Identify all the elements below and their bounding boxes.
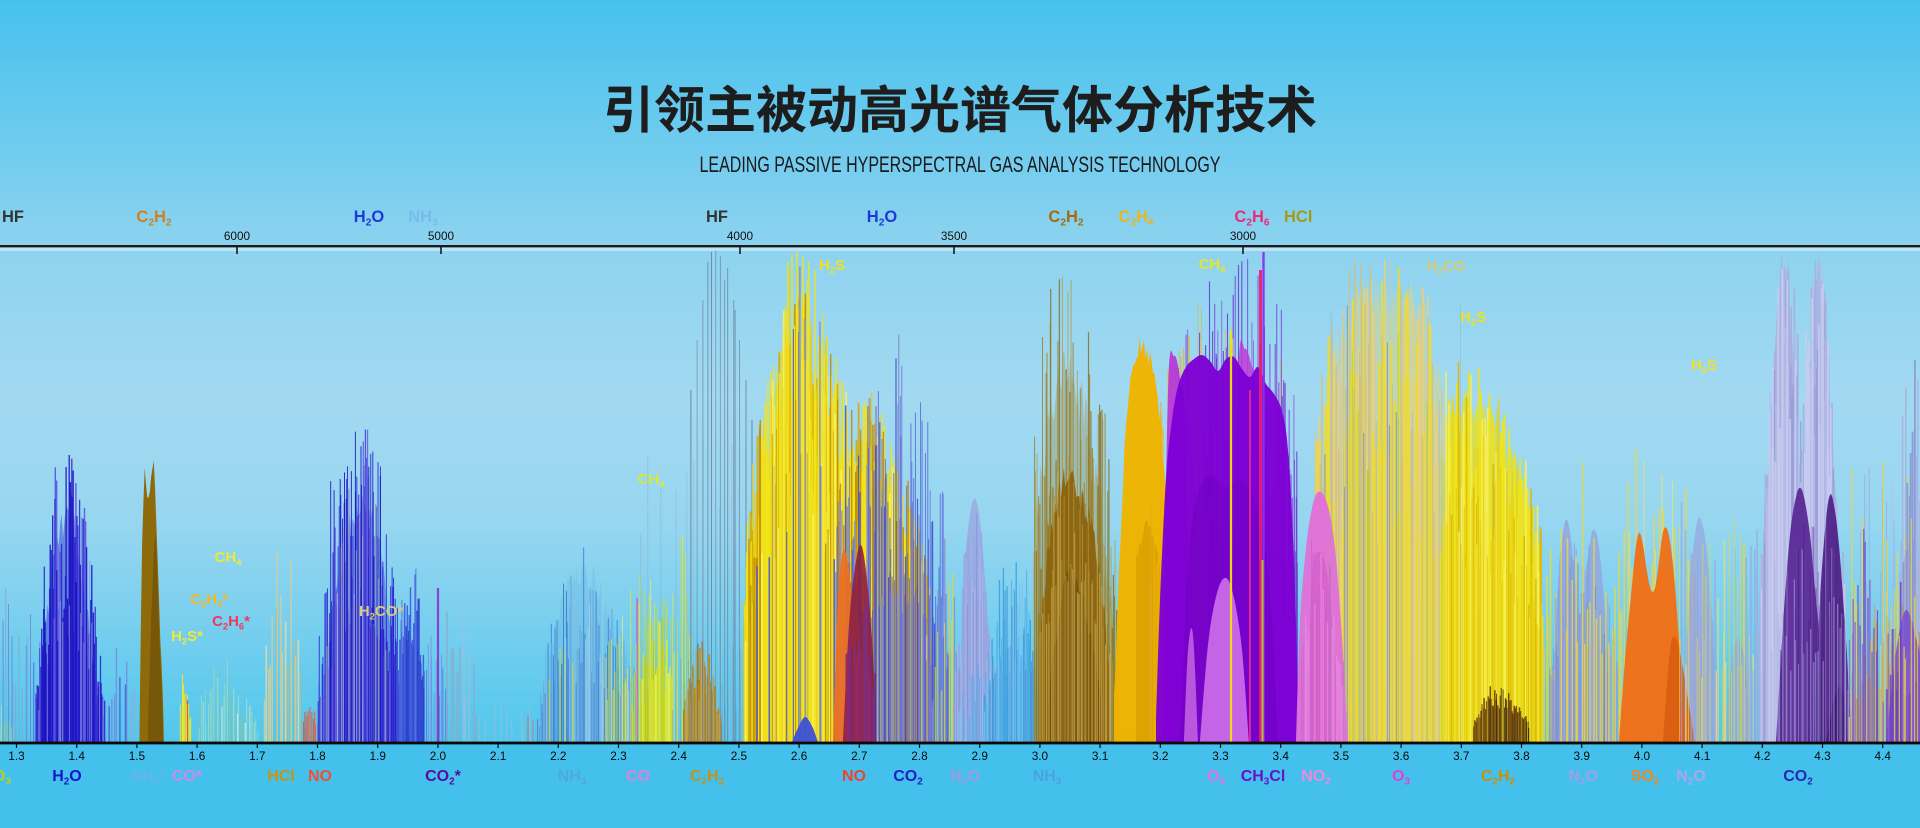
svg-text:CO: CO bbox=[626, 768, 650, 785]
svg-text:NO: NO bbox=[842, 768, 866, 785]
svg-text:CO2*: CO2* bbox=[425, 768, 462, 788]
svg-text:C2H6*: C2H6* bbox=[212, 613, 250, 632]
svg-text:CO*: CO* bbox=[172, 768, 203, 785]
svg-text:3000: 3000 bbox=[1230, 229, 1257, 243]
svg-text:2.0: 2.0 bbox=[430, 749, 447, 763]
svg-text:3.6: 3.6 bbox=[1393, 749, 1410, 763]
svg-text:3.4: 3.4 bbox=[1272, 749, 1289, 763]
svg-text:H2CO*: H2CO* bbox=[359, 603, 404, 622]
svg-text:H2S: H2S bbox=[1691, 357, 1717, 376]
svg-text:N2O: N2O bbox=[1676, 768, 1706, 788]
svg-text:H2S: H2S bbox=[819, 257, 845, 276]
svg-text:4000: 4000 bbox=[727, 229, 754, 243]
svg-text:C2H2: C2H2 bbox=[1048, 208, 1084, 229]
svg-text:NH3: NH3 bbox=[1033, 768, 1062, 788]
svg-text:2.6: 2.6 bbox=[791, 749, 808, 763]
svg-text:HF: HF bbox=[2, 208, 24, 226]
svg-text:2.7: 2.7 bbox=[851, 749, 867, 763]
svg-text:1.6: 1.6 bbox=[189, 749, 206, 763]
svg-text:NO2: NO2 bbox=[1301, 768, 1331, 788]
svg-text:SO2: SO2 bbox=[1631, 768, 1660, 788]
svg-text:O3: O3 bbox=[1207, 768, 1225, 788]
svg-text:6000: 6000 bbox=[224, 229, 251, 243]
svg-text:1.3: 1.3 bbox=[8, 749, 25, 763]
svg-text:4.1: 4.1 bbox=[1694, 749, 1710, 763]
svg-text:C2H4*: C2H4* bbox=[190, 591, 228, 610]
svg-text:2.4: 2.4 bbox=[670, 749, 687, 763]
svg-text:NH3: NH3 bbox=[408, 208, 438, 229]
svg-text:1.5: 1.5 bbox=[129, 749, 146, 763]
svg-text:3.9: 3.9 bbox=[1573, 749, 1589, 763]
svg-text:3.7: 3.7 bbox=[1453, 749, 1469, 763]
svg-text:HCl: HCl bbox=[1284, 208, 1312, 226]
svg-text:N2O: N2O bbox=[1568, 768, 1598, 788]
svg-text:4.2: 4.2 bbox=[1754, 749, 1770, 763]
svg-text:C2H2: C2H2 bbox=[1481, 768, 1516, 788]
svg-text:2.5: 2.5 bbox=[731, 749, 748, 763]
svg-text:2.1: 2.1 bbox=[490, 749, 506, 763]
svg-text:HCl: HCl bbox=[267, 768, 295, 785]
svg-text:3.1: 3.1 bbox=[1092, 749, 1108, 763]
svg-text:2.3: 2.3 bbox=[610, 749, 627, 763]
svg-text:1.8: 1.8 bbox=[309, 749, 326, 763]
svg-text:1.7: 1.7 bbox=[249, 749, 265, 763]
svg-text:C2H2: C2H2 bbox=[690, 768, 725, 788]
svg-text:CO2: CO2 bbox=[893, 768, 923, 788]
svg-text:1.9: 1.9 bbox=[369, 749, 385, 763]
svg-text:5000: 5000 bbox=[428, 229, 455, 243]
svg-text:N2O: N2O bbox=[950, 768, 980, 788]
svg-text:3500: 3500 bbox=[941, 229, 968, 243]
svg-text:CO2: CO2 bbox=[1783, 768, 1813, 788]
svg-text:C2H6: C2H6 bbox=[1234, 208, 1270, 229]
svg-text:CH4: CH4 bbox=[215, 549, 243, 568]
svg-text:1.4: 1.4 bbox=[68, 749, 85, 763]
svg-text:H2O: H2O bbox=[52, 768, 82, 788]
svg-text:3.2: 3.2 bbox=[1152, 749, 1168, 763]
svg-text:4.0: 4.0 bbox=[1634, 749, 1651, 763]
svg-text:4.4: 4.4 bbox=[1874, 749, 1891, 763]
svg-text:4.3: 4.3 bbox=[1814, 749, 1831, 763]
svg-text:CH4: CH4 bbox=[1199, 256, 1227, 275]
svg-text:2.8: 2.8 bbox=[911, 749, 928, 763]
svg-text:3.3: 3.3 bbox=[1212, 749, 1229, 763]
svg-text:H2CO: H2CO bbox=[1427, 258, 1466, 277]
svg-text:H2S: H2S bbox=[1460, 309, 1486, 328]
svg-text:NH3*: NH3* bbox=[131, 768, 167, 788]
svg-text:H2O: H2O bbox=[867, 208, 898, 229]
svg-text:O3: O3 bbox=[1392, 768, 1410, 788]
svg-text:CH3Cl: CH3Cl bbox=[1241, 768, 1286, 788]
svg-text:C2H4: C2H4 bbox=[1118, 208, 1154, 229]
svg-text:H2O: H2O bbox=[354, 208, 385, 229]
svg-text:2.2: 2.2 bbox=[550, 749, 566, 763]
svg-text:HF: HF bbox=[706, 208, 728, 226]
svg-text:O3: O3 bbox=[0, 768, 11, 788]
svg-text:3.0: 3.0 bbox=[1032, 749, 1049, 763]
svg-text:LEADING PASSIVE HYPERSPECTRAL: LEADING PASSIVE HYPERSPECTRAL GAS ANALYS… bbox=[700, 152, 1221, 177]
svg-text:NH3: NH3 bbox=[558, 768, 587, 788]
svg-text:C2H2: C2H2 bbox=[136, 208, 172, 229]
svg-text:NO: NO bbox=[308, 768, 332, 785]
svg-text:CH4: CH4 bbox=[638, 471, 666, 490]
svg-text:2.9: 2.9 bbox=[971, 749, 987, 763]
svg-text:3.8: 3.8 bbox=[1513, 749, 1530, 763]
svg-text:3.5: 3.5 bbox=[1333, 749, 1350, 763]
svg-text:H2S*: H2S* bbox=[171, 628, 203, 647]
